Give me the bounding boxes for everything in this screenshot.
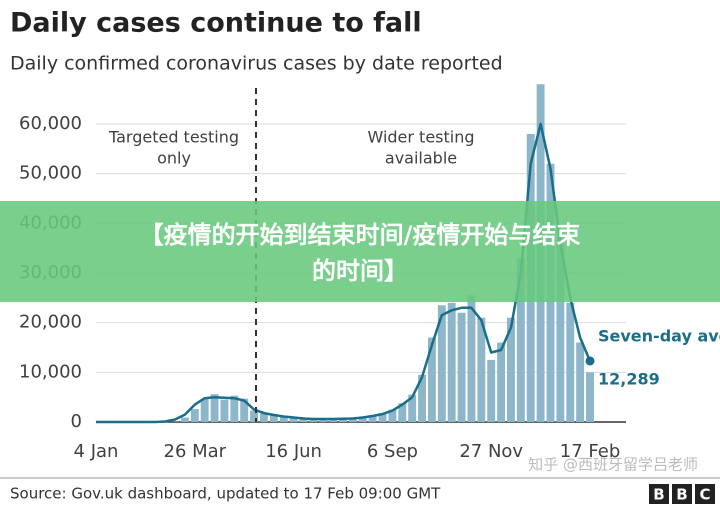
x-tick-label: 27 Nov [459,441,523,462]
bar [487,359,496,422]
bar [319,419,328,422]
x-tick-label: 6 Sep [367,441,418,462]
bar [269,414,278,422]
x-tick-label: 4 Jan [74,441,119,462]
bar [339,419,347,422]
bar [576,342,585,422]
y-tick-label: 60,000 [19,113,82,134]
bar [220,399,229,422]
bar [279,417,288,422]
bar [378,413,387,422]
bar [230,395,239,422]
y-tick-label: 20,000 [19,312,82,333]
series-label: Seven-day average: [598,327,720,346]
bar [200,399,209,422]
annotation: Targeted testing [108,128,239,147]
logo-letter: B [653,486,664,504]
chart-subtitle: Daily confirmed coronavirus cases by dat… [10,53,503,75]
watermark: 知乎 @西班牙留学吕老师 [528,456,698,474]
y-tick-label: 50,000 [19,163,82,184]
average-line [96,122,592,424]
bar [348,418,357,422]
chart-title: Daily cases continue to fall [10,8,422,39]
bar [507,317,515,422]
bar [260,413,268,422]
source-note: Source: Gov.uk dashboard, updated to 17 … [10,485,441,503]
x-tick-label: 26 Mar [164,441,227,462]
bar [477,317,486,422]
bar [427,337,436,422]
annotation: only [157,149,191,168]
bar [240,398,249,422]
banner-text: 的时间】 [312,257,408,285]
bar [437,305,446,422]
banner-text: 【疫情的开始到结束时间/疫情开始与结束 [140,221,582,249]
x-tick-label: 17 Feb [560,441,621,462]
y-tick-label: 0 [71,411,82,432]
bar [556,238,565,422]
logo-box [695,484,715,504]
bar [447,302,456,422]
bar [398,403,407,422]
bar [418,374,426,422]
bar [388,409,397,422]
banner [0,201,720,302]
bar [289,417,298,422]
bar [586,372,594,422]
logo-box [649,484,669,504]
x-tick-label: 16 Jun [265,441,322,462]
logo-letter: B [676,486,687,504]
value-label: 12,289 [598,370,660,389]
bar [358,417,367,422]
bar [467,295,476,422]
bar [309,418,318,422]
bar [329,418,338,422]
bar [408,394,417,422]
bar [497,342,506,422]
bar [210,394,219,422]
logo-letter: C [699,486,710,504]
bar [180,417,189,422]
annotation: available [385,149,457,168]
logo-box [672,484,692,504]
bar [516,258,525,422]
bar [457,312,466,422]
bbc-logo: B B C [649,484,715,504]
bar [566,302,575,422]
bar [250,410,259,422]
end-point [585,356,595,366]
y-tick-label: 10,000 [19,361,82,382]
bar [368,415,377,422]
bar [299,418,308,422]
bar [190,409,199,422]
annotation: Wider testing [367,128,474,147]
